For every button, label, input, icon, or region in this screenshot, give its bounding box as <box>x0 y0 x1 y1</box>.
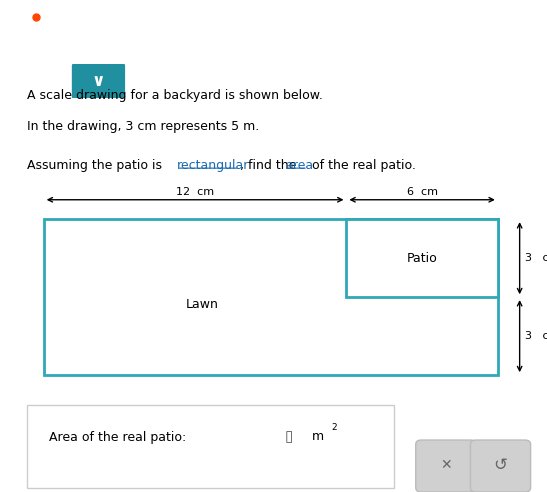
Text: 3   cm: 3 cm <box>525 331 547 341</box>
Text: 6  cm: 6 cm <box>406 187 438 197</box>
Text: 2: 2 <box>331 424 336 432</box>
Text: 12  cm: 12 cm <box>176 187 214 197</box>
FancyBboxPatch shape <box>416 440 476 492</box>
Text: ↺: ↺ <box>493 456 508 474</box>
Text: Assuming the patio is: Assuming the patio is <box>27 158 166 172</box>
Text: ▯: ▯ <box>284 429 293 444</box>
Text: RATIOS, PROPORTIONS, AND MEASUREMENT: RATIOS, PROPORTIONS, AND MEASUREMENT <box>44 17 243 26</box>
Text: ≡: ≡ <box>11 17 27 36</box>
Text: ∨: ∨ <box>92 72 105 90</box>
Text: A scale drawing for a backyard is shown below.: A scale drawing for a backyard is shown … <box>27 90 323 102</box>
Text: 3   cm: 3 cm <box>525 253 547 263</box>
Text: Area of the real patio:: Area of the real patio: <box>49 431 187 444</box>
Text: Lawn: Lawn <box>186 299 219 311</box>
FancyBboxPatch shape <box>470 440 531 492</box>
FancyBboxPatch shape <box>71 62 126 100</box>
FancyBboxPatch shape <box>44 219 498 375</box>
Text: In the drawing, 3 cm represents 5 m.: In the drawing, 3 cm represents 5 m. <box>27 120 260 133</box>
Text: , find the: , find the <box>240 158 300 172</box>
FancyBboxPatch shape <box>346 219 498 297</box>
Text: of the real patio.: of the real patio. <box>308 158 416 172</box>
Text: Using a scale drawing to find actual area: Using a scale drawing to find actual are… <box>44 36 365 51</box>
Text: m: m <box>312 430 324 443</box>
Text: area: area <box>285 158 313 172</box>
FancyBboxPatch shape <box>27 405 394 488</box>
Text: rectangular: rectangular <box>177 158 249 172</box>
Text: ✕: ✕ <box>440 458 452 472</box>
Text: Patio: Patio <box>407 252 438 265</box>
